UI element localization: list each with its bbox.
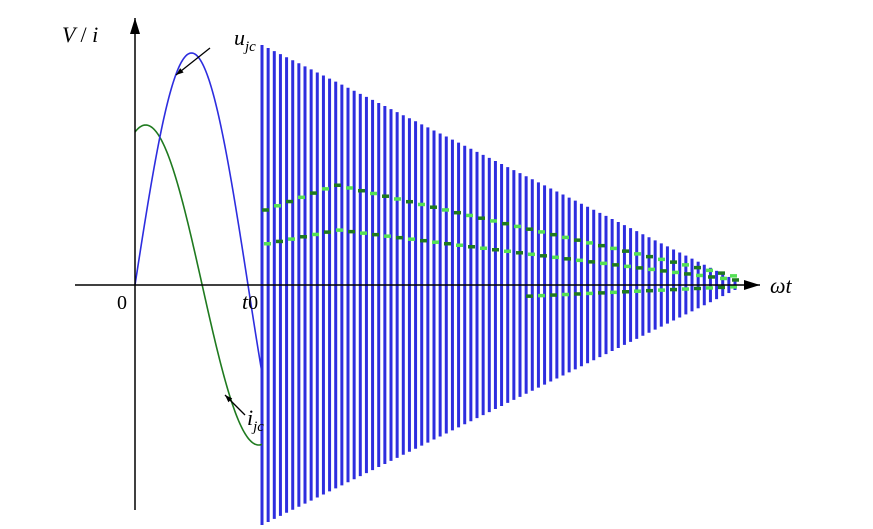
t0-label: t0 xyxy=(242,289,258,314)
chart-svg: V / iωt0t0ujcijc xyxy=(0,0,873,529)
u-jc-label: ujc xyxy=(234,25,256,55)
y-axis-label: V / i xyxy=(62,22,98,47)
oscillation-chart: V / iωt0t0ujcijc xyxy=(0,0,873,529)
x-axis-label: ωt xyxy=(770,273,793,298)
origin-label: 0 xyxy=(117,292,127,314)
